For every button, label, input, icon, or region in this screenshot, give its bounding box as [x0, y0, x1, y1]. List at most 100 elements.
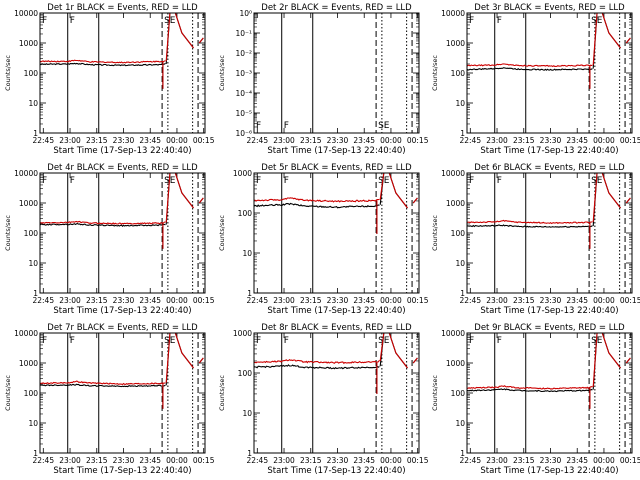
- series-line-LLD: [254, 333, 418, 394]
- marker-label: SE: [378, 176, 390, 186]
- panel-title: Det 4r BLACK = Events, RED = LLD: [47, 163, 198, 173]
- y-tick-label: 10: [28, 259, 38, 268]
- marker-label: SE: [164, 176, 176, 186]
- marker-label: F: [42, 176, 47, 186]
- series-line-LLD: [254, 173, 418, 234]
- x-tick-label: 00:00: [380, 456, 402, 465]
- x-tick-label: 23:45: [139, 456, 161, 465]
- y-tick-label: 100: [451, 229, 466, 238]
- x-tick-label: 23:30: [540, 456, 562, 465]
- panel-title: Det 3r BLACK = Events, RED = LLD: [474, 3, 625, 13]
- y-tick-label: 10⁻²: [235, 49, 252, 58]
- y-tick-label: 10⁻⁵: [235, 109, 252, 118]
- plot-frame: [39, 172, 206, 294]
- y-tick-label: 1000: [19, 39, 38, 48]
- x-tick-label: 23:45: [139, 296, 161, 305]
- x-tick-label: 23:30: [113, 136, 135, 145]
- y-tick-label: 10000: [441, 329, 465, 338]
- x-tick-label: 22:45: [459, 296, 481, 305]
- x-axis-label: Start Time (17-Sep-13 22:40:40): [480, 306, 618, 316]
- plot-frame: [466, 12, 633, 134]
- y-tick-label: 1000: [446, 39, 465, 48]
- y-tick-label: 1: [460, 449, 465, 458]
- panel-3: Det 3r BLACK = Events, RED = LLD 1 10 100 10…: [431, 3, 640, 156]
- x-tick-label: 00:15: [193, 136, 215, 145]
- marker-label: SE: [378, 336, 390, 346]
- x-tick-label: 23:00: [273, 296, 295, 305]
- x-tick-label: 23:15: [300, 296, 322, 305]
- marker-label: F: [256, 121, 261, 131]
- series-group: [467, 13, 631, 89]
- x-tick-label: 00:00: [593, 136, 615, 145]
- panel-2: Det 2r BLACK = Events, RED = LLD 10⁻⁶ 10⁻⁵…: [218, 3, 429, 156]
- y-tick-label: 100: [451, 389, 466, 398]
- y-tick-label: 1000: [19, 359, 38, 368]
- x-tick-label: 23:15: [300, 136, 322, 145]
- x-axis-label: Start Time (17-Sep-13 22:40:40): [53, 146, 191, 156]
- x-tick-label: 23:45: [139, 136, 161, 145]
- y-tick-label: 10: [455, 99, 465, 108]
- marker-label: SE: [378, 121, 390, 131]
- y-tick-label: 10000: [14, 9, 38, 18]
- x-tick-label: 23:45: [566, 296, 588, 305]
- y-tick-label: 10: [242, 249, 252, 258]
- x-tick-label: 00:00: [380, 296, 402, 305]
- y-tick-label: 10⁻⁴: [235, 89, 252, 98]
- plot-frame: [466, 332, 633, 454]
- y-tick-label: 1000: [233, 329, 252, 338]
- y-tick-label: 100: [238, 209, 253, 218]
- series-line-LLD: [467, 173, 631, 249]
- x-tick-label: 23:45: [566, 456, 588, 465]
- plot-frame: [39, 12, 206, 134]
- panel-title: Det 1r BLACK = Events, RED = LLD: [47, 3, 198, 13]
- plot-frame: [253, 12, 420, 134]
- x-tick-label: 23:00: [486, 136, 508, 145]
- y-tick-label: 1: [247, 449, 252, 458]
- y-tick-label: 10⁻³: [235, 69, 252, 78]
- x-tick-label: 00:15: [407, 456, 429, 465]
- x-tick-label: 23:30: [540, 136, 562, 145]
- y-tick-label: 1000: [19, 199, 38, 208]
- series-line-Events: [467, 13, 631, 89]
- y-tick-label: 10000: [441, 169, 465, 178]
- x-tick-label: 00:15: [620, 296, 640, 305]
- series-line-LLD: [467, 13, 631, 89]
- series-group: [40, 13, 204, 89]
- x-tick-label: 23:30: [540, 296, 562, 305]
- x-tick-label: 23:45: [566, 136, 588, 145]
- x-tick-label: 23:00: [486, 296, 508, 305]
- y-tick-label: 1000: [233, 169, 252, 178]
- series-group: [467, 173, 631, 249]
- marker-label: F: [256, 176, 261, 186]
- panel-4: Det 4r BLACK = Events, RED = LLD 1 10 100 10…: [4, 163, 215, 316]
- x-tick-label: 00:00: [166, 296, 188, 305]
- x-tick-label: 22:45: [246, 296, 268, 305]
- marker-label: F: [284, 176, 289, 186]
- x-tick-label: 23:15: [513, 136, 535, 145]
- y-axis-label: Counts/sec: [431, 375, 439, 411]
- panel-8: Det 8r BLACK = Events, RED = LLD 1 10 100 10…: [218, 323, 429, 476]
- x-axis-label: Start Time (17-Sep-13 22:40:40): [267, 306, 405, 316]
- x-tick-label: 22:45: [246, 136, 268, 145]
- x-tick-label: 23:00: [486, 456, 508, 465]
- x-tick-label: 23:15: [513, 456, 535, 465]
- y-tick-label: 10⁰: [239, 9, 252, 18]
- x-tick-label: 00:15: [193, 456, 215, 465]
- plot-frame: [39, 332, 206, 454]
- y-tick-label: 1000: [446, 199, 465, 208]
- x-tick-label: 00:15: [620, 136, 640, 145]
- y-tick-label: 1: [33, 449, 38, 458]
- y-tick-label: 10000: [14, 169, 38, 178]
- x-tick-label: 23:45: [353, 136, 375, 145]
- panel-title: Det 7r BLACK = Events, RED = LLD: [47, 323, 198, 333]
- marker-label: SE: [164, 16, 176, 26]
- marker-label: F: [469, 176, 474, 186]
- marker-label: F: [256, 336, 261, 346]
- x-tick-label: 23:30: [327, 456, 349, 465]
- panel-title: Det 2r BLACK = Events, RED = LLD: [261, 3, 412, 13]
- y-tick-label: 1: [247, 289, 252, 298]
- marker-label: F: [284, 121, 289, 131]
- panel-title: Det 5r BLACK = Events, RED = LLD: [261, 163, 412, 173]
- x-axis-label: Start Time (17-Sep-13 22:40:40): [267, 146, 405, 156]
